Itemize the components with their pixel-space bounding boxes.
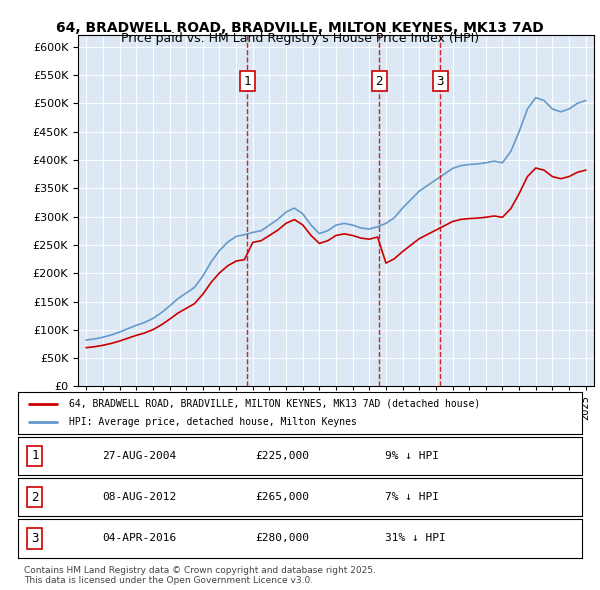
Text: 27-AUG-2004: 27-AUG-2004 — [103, 451, 177, 461]
Text: 04-APR-2016: 04-APR-2016 — [103, 533, 177, 543]
Text: £280,000: £280,000 — [255, 533, 309, 543]
Text: 3: 3 — [436, 74, 444, 87]
Text: £225,000: £225,000 — [255, 451, 309, 461]
Text: 31% ↓ HPI: 31% ↓ HPI — [385, 533, 445, 543]
Text: Price paid vs. HM Land Registry's House Price Index (HPI): Price paid vs. HM Land Registry's House … — [121, 32, 479, 45]
Text: 1: 1 — [31, 449, 38, 463]
Text: 2: 2 — [31, 490, 38, 504]
Text: HPI: Average price, detached house, Milton Keynes: HPI: Average price, detached house, Milt… — [69, 417, 356, 427]
Text: 1: 1 — [243, 74, 251, 87]
Text: Contains HM Land Registry data © Crown copyright and database right 2025.
This d: Contains HM Land Registry data © Crown c… — [24, 566, 376, 585]
Text: 3: 3 — [31, 532, 38, 545]
Text: £265,000: £265,000 — [255, 492, 309, 502]
Text: 64, BRADWELL ROAD, BRADVILLE, MILTON KEYNES, MK13 7AD (detached house): 64, BRADWELL ROAD, BRADVILLE, MILTON KEY… — [69, 399, 480, 409]
Text: 08-AUG-2012: 08-AUG-2012 — [103, 492, 177, 502]
Text: 7% ↓ HPI: 7% ↓ HPI — [385, 492, 439, 502]
Text: 64, BRADWELL ROAD, BRADVILLE, MILTON KEYNES, MK13 7AD: 64, BRADWELL ROAD, BRADVILLE, MILTON KEY… — [56, 21, 544, 35]
Text: 9% ↓ HPI: 9% ↓ HPI — [385, 451, 439, 461]
Text: 2: 2 — [376, 74, 383, 87]
